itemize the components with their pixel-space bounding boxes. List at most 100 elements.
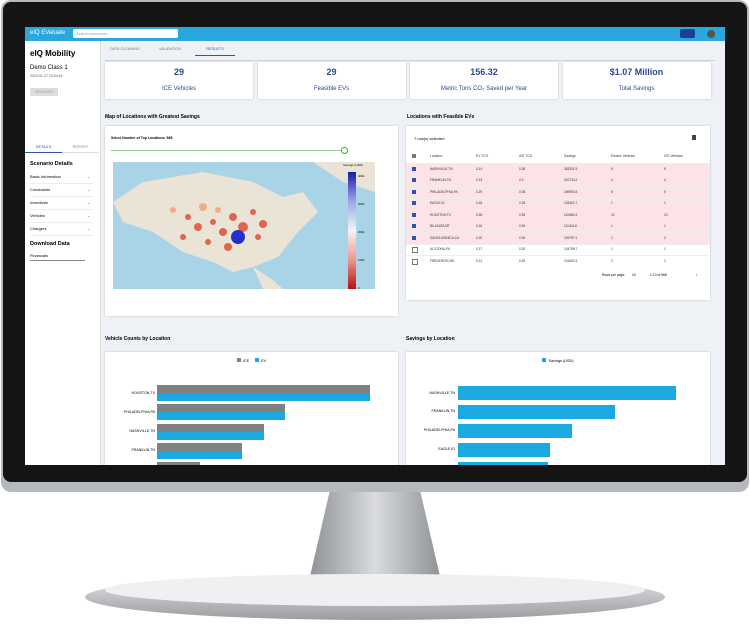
checkbox[interactable] bbox=[412, 212, 416, 217]
scenario-date: 2020-01-27 22:04:16 bbox=[30, 74, 63, 78]
column-header: ICE TCO bbox=[519, 154, 533, 158]
column-header: Electric Vehicles bbox=[611, 154, 636, 158]
rows-per-page[interactable]: 10 bbox=[632, 273, 636, 277]
checkbox[interactable] bbox=[412, 166, 416, 171]
table-row[interactable] bbox=[406, 174, 710, 187]
kpi-label: Metric Tons CO₂ Saved per Year bbox=[440, 86, 528, 92]
legend-item[interactable]: Savings (USD) bbox=[542, 358, 574, 363]
details-item[interactable]: Incentives bbox=[30, 200, 93, 210]
colorbar-tick: 100k bbox=[358, 258, 365, 262]
table-cell: 110850.4 bbox=[564, 212, 578, 217]
sidebar-tab[interactable]: DETAILS bbox=[25, 145, 62, 153]
checkbox[interactable] bbox=[412, 258, 418, 265]
table-row[interactable] bbox=[406, 186, 710, 198]
checkbox[interactable] bbox=[412, 247, 418, 253]
table-row[interactable] bbox=[406, 220, 710, 233]
details-item[interactable]: Constraints bbox=[30, 187, 93, 197]
table-cell: 6 bbox=[611, 189, 613, 194]
bar bbox=[458, 442, 550, 457]
table-cell: 1 bbox=[611, 201, 613, 205]
table-cell: 2 bbox=[664, 235, 666, 240]
details-item[interactable]: Chargers bbox=[30, 226, 93, 236]
checkbox[interactable] bbox=[412, 235, 416, 240]
table-cell: FRANKLIN,TN bbox=[430, 178, 451, 182]
table-cell: 109797.1 bbox=[564, 235, 578, 240]
chart-card: ICE EV HOUSTON,TX PHILADELPHIA,PA NASHVILLE,… bbox=[105, 352, 398, 465]
legend-swatch bbox=[542, 358, 547, 362]
table-cell: 0.30 bbox=[519, 235, 526, 240]
bar bbox=[157, 442, 243, 451]
header-button[interactable] bbox=[680, 29, 695, 38]
category-label: PHILADELPHIA,PA bbox=[123, 409, 155, 414]
checkbox[interactable] bbox=[412, 201, 416, 205]
bar bbox=[458, 423, 572, 438]
bar bbox=[157, 423, 264, 432]
status-button[interactable]: ARCHIVED bbox=[30, 88, 58, 96]
table-cell: 153402.7 bbox=[564, 201, 578, 205]
table-cell: 2 bbox=[611, 235, 613, 240]
table-row[interactable] bbox=[406, 243, 710, 256]
table-row[interactable] bbox=[406, 197, 710, 210]
category-label: PHILADELPHIA,PA bbox=[423, 428, 455, 433]
slider-thumb[interactable] bbox=[341, 147, 348, 154]
tabs-divider bbox=[105, 60, 715, 61]
kpi-value: 156.32 bbox=[470, 67, 498, 77]
details-item[interactable]: Basic Information bbox=[30, 174, 93, 184]
table-cell: 189950.8 bbox=[564, 189, 578, 194]
panel-title: Locations with Feasible EVs bbox=[407, 114, 475, 120]
category-label: FRANKLIN,TN bbox=[431, 409, 455, 414]
search-box[interactable]: Search scenarios... bbox=[73, 29, 178, 38]
table-cell: SANTA MONICA,CA bbox=[430, 235, 460, 240]
colorbar bbox=[348, 172, 356, 289]
table-cell: 1 bbox=[664, 201, 666, 205]
kpi-label: ICE Vehicles bbox=[161, 86, 197, 92]
next-page[interactable]: › bbox=[696, 272, 698, 277]
legend-label: ICE bbox=[242, 359, 250, 363]
table-row[interactable] bbox=[406, 255, 710, 267]
table-cell: 111404.8 bbox=[564, 224, 577, 228]
legend-swatch bbox=[236, 358, 241, 362]
download-select[interactable]: Financials bbox=[30, 251, 85, 261]
legend-item[interactable]: ICE bbox=[236, 358, 250, 363]
stand-neck bbox=[308, 490, 442, 585]
sidebar-tab[interactable]: REPORT bbox=[62, 145, 99, 153]
table-cell: 0.25 bbox=[476, 189, 483, 194]
column-header[interactable]: Savings bbox=[564, 154, 576, 158]
table-cell: 0.14 bbox=[476, 166, 483, 171]
table-cell: 101692.3 bbox=[564, 258, 578, 263]
table-cell: HOUSTON,TX bbox=[430, 212, 451, 217]
pagination-range: 1-10 of 568 bbox=[650, 273, 667, 277]
table-cell: EAGLE,ID bbox=[430, 201, 445, 205]
legend-swatch bbox=[255, 358, 260, 362]
table-cell: 261734.2 bbox=[564, 178, 578, 182]
sidebar: eIQ Mobility Demo Class 1 2020-01-27 22:… bbox=[25, 41, 101, 465]
delete-icon[interactable] bbox=[692, 135, 696, 140]
checkbox[interactable] bbox=[412, 189, 416, 194]
panel-title: Vehicle Counts by Location bbox=[105, 336, 171, 342]
table-row[interactable] bbox=[406, 209, 710, 221]
kpi-value: 29 bbox=[326, 67, 337, 77]
table-cell: 1 bbox=[664, 247, 666, 251]
legend-label: EV bbox=[261, 359, 267, 363]
details-item[interactable]: Vehicles bbox=[30, 213, 93, 223]
map bbox=[113, 162, 375, 289]
result-tab[interactable]: VALIDATION bbox=[158, 47, 181, 51]
bar bbox=[157, 385, 370, 393]
column-header: EV TCO bbox=[476, 154, 489, 158]
result-tab[interactable]: RESULTS bbox=[195, 47, 235, 56]
table-cell: 0.18 bbox=[476, 201, 483, 205]
checkbox[interactable] bbox=[412, 154, 416, 158]
bar bbox=[157, 404, 285, 413]
kpi-card: $1.07 Million Total Savings bbox=[562, 62, 711, 99]
table-row[interactable] bbox=[406, 163, 710, 175]
category-label: EAGLE,ID bbox=[438, 447, 455, 452]
table-row[interactable] bbox=[406, 232, 710, 244]
result-tab[interactable]: DATA CLEANING bbox=[110, 47, 140, 51]
chart-card: Savings (USD) NASHVILLE,TN FRANKLIN,TN PHIL… bbox=[406, 352, 710, 465]
legend-item[interactable]: EV bbox=[255, 358, 267, 363]
checkbox[interactable] bbox=[412, 224, 416, 228]
avatar[interactable] bbox=[707, 30, 715, 38]
checkbox[interactable] bbox=[412, 178, 416, 182]
kpi-card: 156.32 Metric Tons CO₂ Saved per Year bbox=[410, 62, 558, 99]
slider-track bbox=[111, 150, 343, 151]
